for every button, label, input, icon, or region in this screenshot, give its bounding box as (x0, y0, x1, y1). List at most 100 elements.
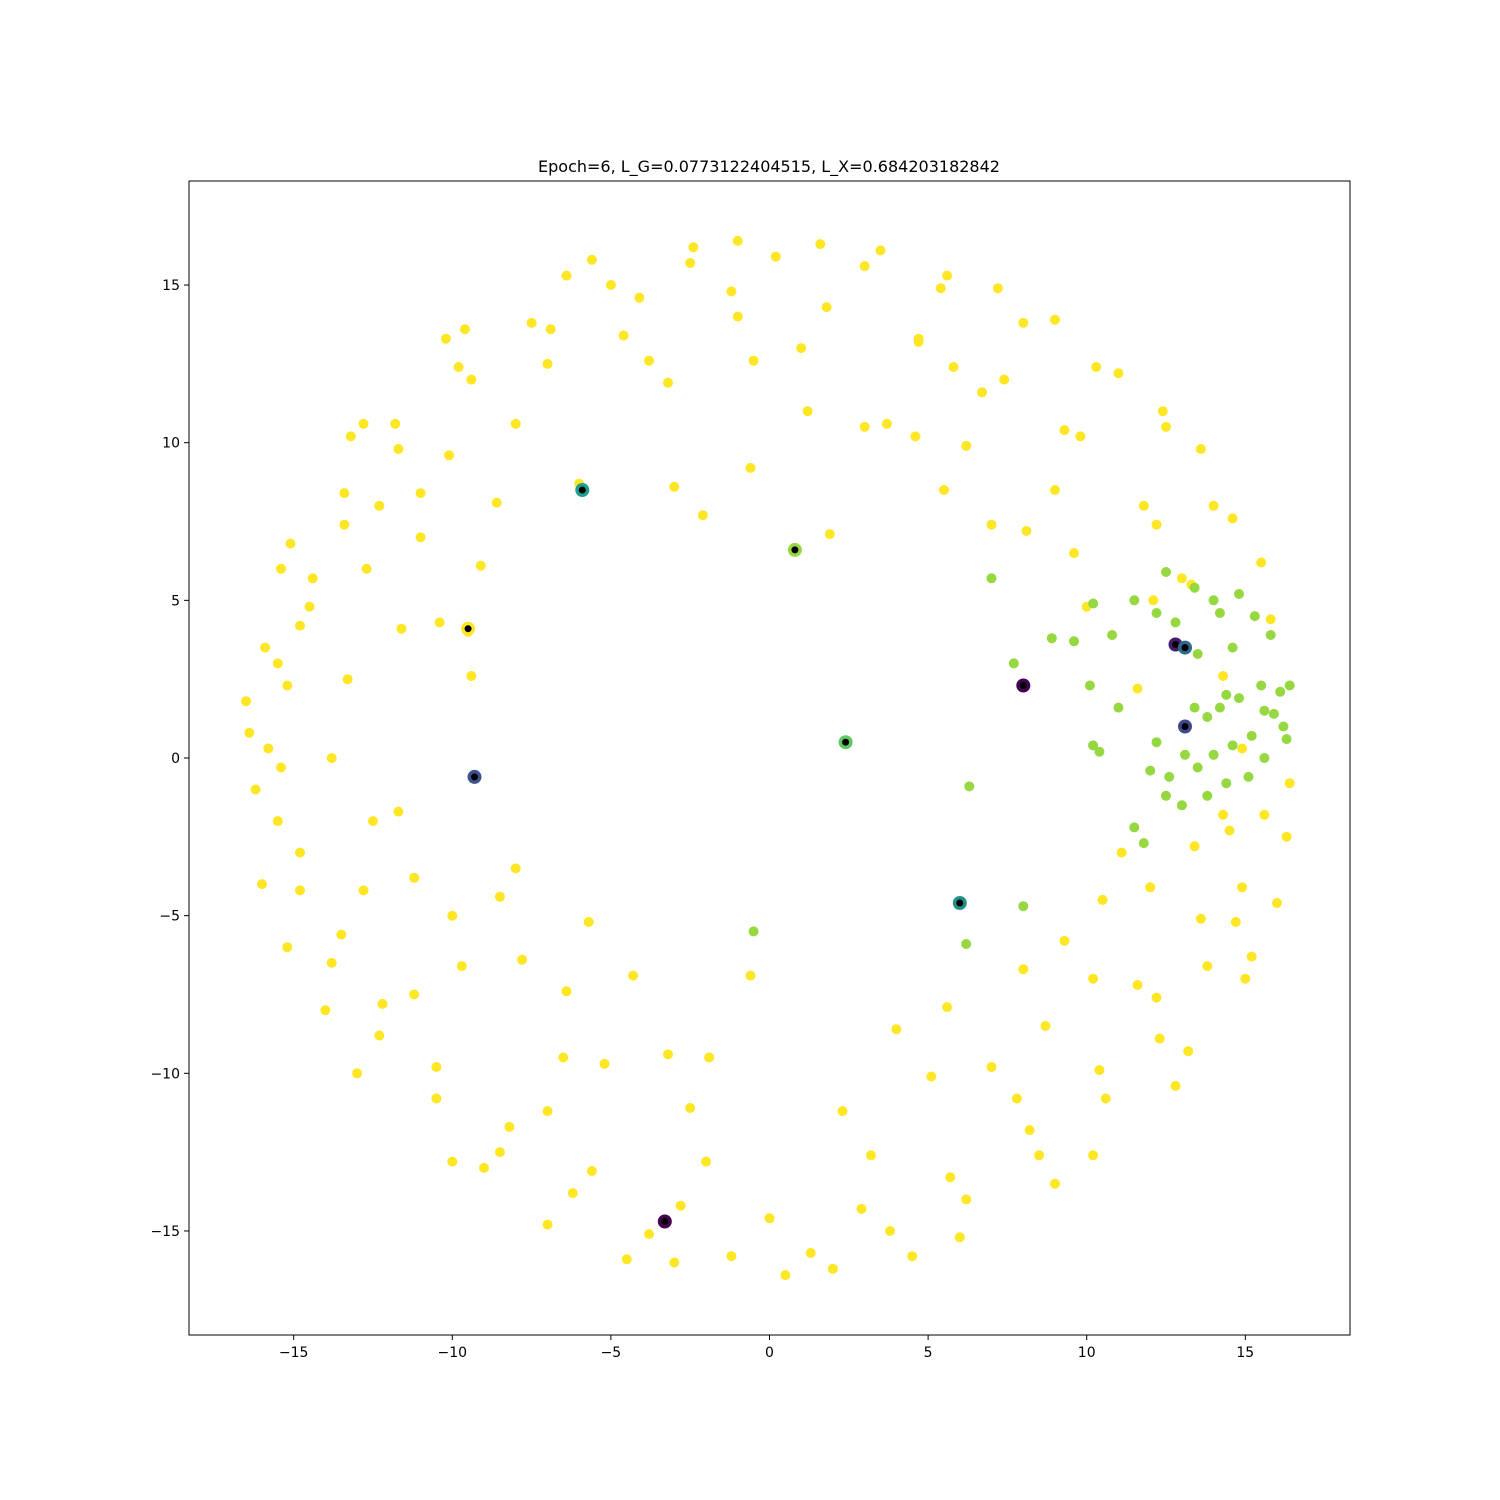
data-point (342, 674, 353, 685)
data-point (964, 781, 975, 792)
data-point (440, 333, 451, 344)
data-point (1088, 1150, 1099, 1161)
data-point (802, 406, 813, 417)
data-point (1138, 500, 1149, 511)
data-point (780, 1270, 791, 1281)
data-point (1230, 917, 1241, 927)
data-point (1259, 753, 1270, 763)
data-point (320, 1005, 331, 1016)
data-point (1024, 1125, 1035, 1136)
data-point (1018, 964, 1029, 975)
x-tick-label: 5 (924, 1345, 933, 1361)
data-point (460, 324, 470, 335)
data-point (1249, 611, 1260, 622)
data-point (885, 1226, 895, 1236)
y-tick-label: −5 (159, 909, 180, 925)
data-point (1256, 680, 1267, 691)
data-point (409, 872, 420, 883)
data-point (260, 642, 271, 653)
data-point (1151, 519, 1162, 530)
chart-title: Epoch=6, L_G=0.0773122404515, L_X=0.6842… (538, 157, 1000, 177)
data-point (1208, 500, 1219, 511)
data-point (837, 1106, 848, 1117)
data-point (945, 1172, 956, 1183)
x-axis: −15 −10 −5 0 5 10 15 (279, 1335, 1254, 1361)
highlighted-point-center (1172, 641, 1179, 648)
data-point (1059, 425, 1070, 436)
data-point (586, 1166, 597, 1176)
data-point (282, 942, 293, 953)
data-point (1161, 567, 1171, 577)
data-point (1050, 314, 1060, 325)
x-tick-label: −5 (601, 1345, 622, 1361)
data-point (827, 1263, 838, 1274)
data-point (561, 986, 572, 997)
data-point (1284, 680, 1295, 691)
data-point (1164, 771, 1175, 782)
data-point (396, 623, 407, 634)
data-point (494, 891, 505, 902)
data-point (393, 444, 404, 454)
data-point (1192, 762, 1203, 773)
data-point (669, 1257, 680, 1268)
y-tick-label: −15 (150, 1224, 180, 1240)
data-point (510, 863, 521, 874)
highlighted-point-center (956, 899, 964, 907)
data-point (669, 481, 680, 492)
data-point (961, 440, 972, 451)
data-point (986, 519, 997, 530)
data-point (1234, 589, 1244, 599)
data-point (663, 1049, 673, 1060)
data-point (1116, 847, 1127, 858)
data-point (977, 387, 987, 398)
data-point (986, 1062, 997, 1072)
data-point (393, 806, 404, 817)
data-point (1097, 894, 1108, 905)
data-point (295, 847, 305, 858)
data-point (1088, 740, 1099, 751)
data-point (1161, 790, 1171, 801)
y-tick-label: −10 (150, 1066, 180, 1082)
data-point (494, 1147, 505, 1158)
data-point (1284, 778, 1295, 789)
data-point (434, 617, 445, 628)
data-point (875, 245, 886, 256)
data-point (1281, 734, 1292, 745)
data-point (431, 1062, 442, 1072)
plot-frame (188, 180, 1351, 1336)
highlighted-point-center (842, 738, 850, 746)
data-point (1268, 708, 1279, 719)
data-point (644, 355, 654, 366)
data-point (1154, 1033, 1165, 1044)
data-point (1214, 702, 1225, 713)
data-point (1107, 630, 1118, 640)
data-point (1218, 671, 1229, 681)
data-point (1157, 406, 1168, 417)
y-tick-label: 0 (171, 751, 180, 767)
data-point (1151, 737, 1162, 748)
data-point (1195, 444, 1206, 454)
data-point (732, 235, 743, 246)
data-point (1237, 882, 1248, 893)
data-point (1113, 368, 1124, 379)
data-point (447, 910, 458, 921)
data-point (634, 292, 645, 303)
data-point (821, 302, 832, 313)
data-point (992, 283, 1003, 294)
data-point (272, 658, 283, 669)
x-tick-label: −15 (279, 1345, 309, 1361)
data-point (701, 1156, 712, 1167)
data-point (697, 510, 708, 521)
data-point (307, 573, 318, 584)
data-point (456, 961, 467, 972)
highlighted-point-center (578, 486, 586, 494)
data-point (1018, 317, 1029, 328)
data-point (1246, 951, 1257, 962)
data-point (859, 261, 870, 272)
data-point (663, 377, 673, 388)
data-point (926, 1071, 937, 1082)
data-point (583, 917, 594, 927)
data-point (1281, 831, 1292, 842)
data-point (257, 879, 267, 890)
